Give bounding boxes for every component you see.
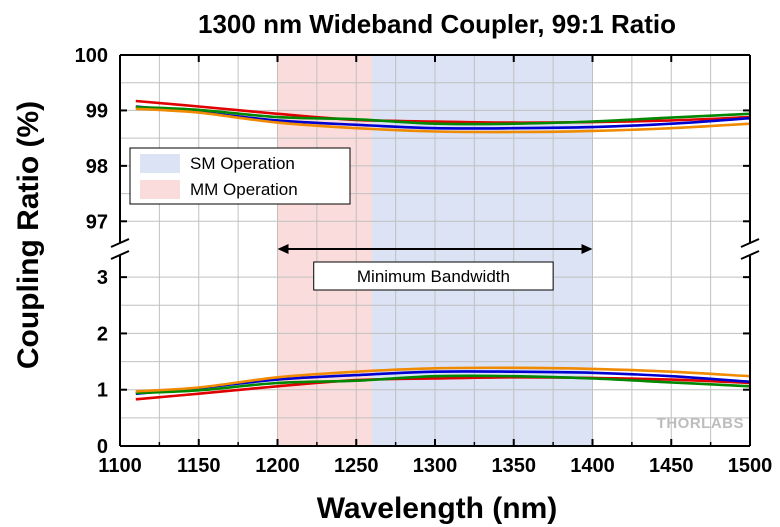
legend-swatch-1 — [140, 180, 180, 199]
x-tick-label: 1200 — [255, 455, 300, 477]
x-tick-label: 1250 — [334, 455, 379, 477]
x-tick-label: 1150 — [177, 455, 220, 477]
bandwidth-label-box — [313, 261, 554, 291]
x-tick-label: 1450 — [649, 455, 694, 477]
legend-label-0: SM Operation — [190, 154, 295, 173]
series-0-lower-line — [135, 375, 751, 401]
x-tick-label: 1300 — [413, 455, 458, 477]
series-3-lower-line — [135, 366, 751, 393]
thorlabs-logo: THORLABS — [657, 415, 744, 432]
x-axis-title: Wavelength (nm) — [317, 492, 558, 525]
series-3-upper-line — [135, 107, 751, 134]
x-tick-label: 1500 — [728, 455, 773, 477]
bandwidth-arrow-head-right — [581, 244, 593, 254]
legend-label-1: MM Operation — [190, 180, 298, 199]
axis-break-mark-1b — [740, 250, 760, 260]
y-tick-label-lower: 3 — [97, 267, 108, 289]
x-tick-label: 1350 — [492, 455, 537, 477]
series-2-lower-line — [135, 374, 751, 395]
y-tick-label-lower: 1 — [97, 380, 108, 402]
bandwidth-arrow-head-left — [277, 244, 289, 254]
bandwidth-label: Minimum Bandwidth — [357, 267, 510, 286]
axis-break-mark-0a — [110, 238, 130, 248]
y-axis-title: Coupling Ratio (%) — [12, 101, 45, 369]
axis-break-mark-0b — [110, 250, 130, 260]
y-tick-label-upper: 97 — [86, 211, 108, 233]
y-tick-label-lower: 0 — [97, 436, 108, 458]
series-0-upper-line — [135, 99, 751, 124]
region-sm — [372, 55, 593, 446]
axes: 1100 1150 1200 1250 1300 1350 1400 1450 15009798… — [75, 45, 773, 477]
axis-break-mark-1a — [740, 238, 760, 248]
y-tick-label-upper: 98 — [86, 156, 108, 178]
y-tick-label-upper: 99 — [86, 100, 108, 122]
plot-area: SM Operation MM Operation Minimum Bandwidt… — [120, 55, 751, 446]
x-tick-label: 1100 — [98, 455, 141, 477]
y-tick-label-lower: 2 — [97, 323, 108, 345]
y-tick-label-upper: 100 — [75, 45, 108, 67]
x-tick-label: 1400 — [570, 455, 615, 477]
series-2-upper-line — [135, 105, 751, 126]
chart-title: 1300 nm Wideband Coupler, 99:1 Ratio — [198, 9, 676, 39]
legend-swatch-0 — [140, 154, 180, 173]
region-mm — [277, 55, 372, 446]
